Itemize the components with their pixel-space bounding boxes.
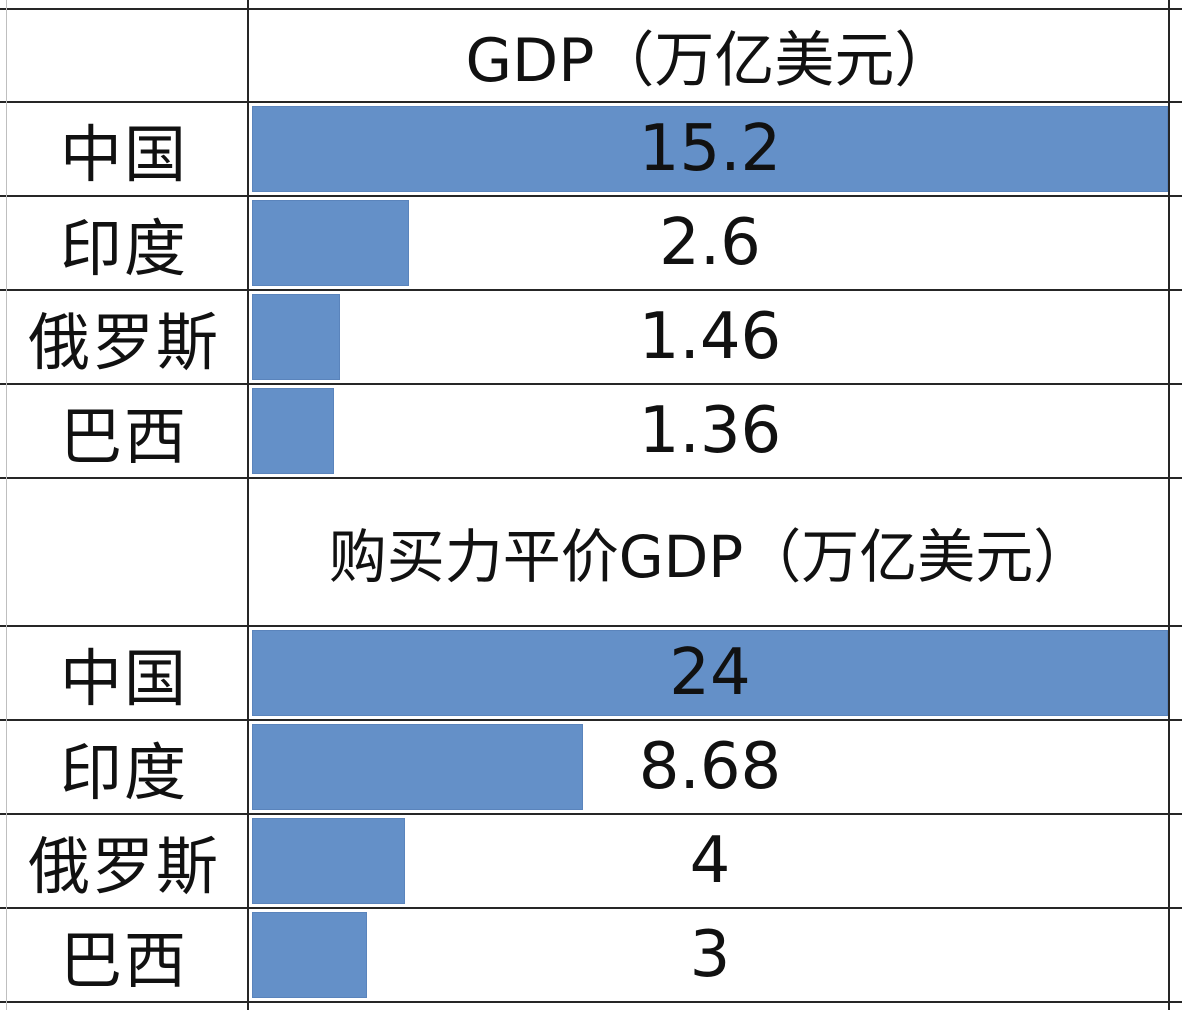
- row-label: 俄罗斯: [27, 306, 220, 379]
- grid-line: [247, 0, 249, 1010]
- row-label: 巴西: [59, 924, 188, 997]
- data-label: 15.2: [638, 112, 782, 186]
- grid-line: [6, 0, 7, 1010]
- grid-line: [0, 1001, 1182, 1003]
- data-label: 4: [689, 824, 731, 898]
- row-label: 俄罗斯: [27, 830, 220, 903]
- row-label: 中国: [59, 118, 188, 191]
- grid-line: [0, 8, 1182, 10]
- row-label: 中国: [59, 642, 188, 715]
- bar: [252, 294, 340, 380]
- grid-line: [0, 625, 1182, 627]
- grid-line: [0, 101, 1182, 103]
- data-label: 3: [689, 918, 731, 992]
- bar: [252, 200, 409, 286]
- data-label: 1.46: [638, 300, 782, 374]
- grid-line: [0, 289, 1182, 291]
- gdp-header: GDP（万亿美元）: [465, 26, 955, 96]
- bar: [252, 630, 1168, 716]
- data-label: 24: [669, 636, 751, 710]
- grid-line: [0, 383, 1182, 385]
- grid-line: [1168, 0, 1170, 1010]
- grid-line: [0, 719, 1182, 721]
- grid-line: [0, 907, 1182, 909]
- data-label: 2.6: [659, 206, 761, 280]
- row-label: 印度: [59, 736, 188, 809]
- grid-line: [0, 195, 1182, 197]
- data-label: 1.36: [638, 394, 782, 468]
- bar: [252, 106, 1168, 192]
- ppp-gdp-header: 购买力平价GDP（万亿美元）: [328, 523, 1092, 591]
- row-label: 印度: [59, 212, 188, 285]
- grid-line: [0, 813, 1182, 815]
- row-label: 巴西: [59, 400, 188, 473]
- data-label: 8.68: [638, 730, 782, 804]
- bar: [252, 388, 334, 474]
- bar: [252, 724, 583, 810]
- bar: [252, 818, 405, 904]
- grid-line: [0, 477, 1182, 479]
- bar: [252, 912, 367, 998]
